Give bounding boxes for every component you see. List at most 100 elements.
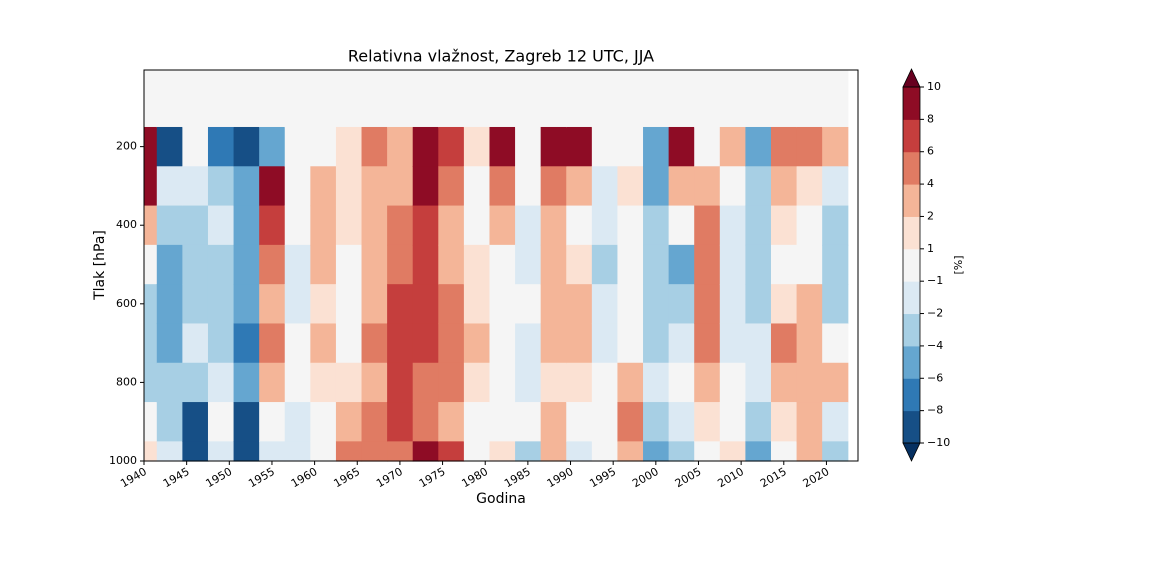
contour-cell <box>310 402 337 442</box>
y-tick-label: 1000 <box>109 454 137 467</box>
colorbar-bin <box>903 216 920 250</box>
x-axis-label: Godina <box>476 491 526 507</box>
contour-cell <box>156 323 183 364</box>
contour-cell <box>745 441 772 462</box>
contour-cell <box>156 126 183 167</box>
contour-cell <box>387 362 414 403</box>
contour-cell <box>207 323 235 364</box>
contour-cell <box>770 362 798 403</box>
contour-cell <box>796 323 823 364</box>
contour-cell <box>694 244 721 285</box>
y-tick-label: 400 <box>116 218 137 231</box>
contour-cell <box>694 166 721 207</box>
contour-cell <box>770 323 798 364</box>
contour-cell <box>463 126 491 167</box>
contour-cell <box>591 284 619 325</box>
contour-cell <box>144 284 158 325</box>
contour-cell <box>335 284 363 325</box>
contour-cell <box>361 166 388 207</box>
contour-cell <box>144 126 158 167</box>
contour-cell <box>515 441 542 462</box>
contour-cell <box>694 126 721 167</box>
contour-cell <box>233 362 260 403</box>
contour-cell <box>515 402 542 442</box>
contour-cell <box>438 244 465 285</box>
contour-cell <box>540 441 567 462</box>
contour-cell <box>207 244 235 285</box>
contour-cell <box>463 323 491 364</box>
contour-cell <box>515 284 542 325</box>
contour-cell <box>156 441 183 462</box>
contour-cell <box>566 205 593 246</box>
contour-cell <box>144 402 158 442</box>
contour-cell <box>515 244 542 285</box>
contour-cell <box>438 284 465 325</box>
contour-cell <box>387 284 414 325</box>
contour-cell <box>438 126 465 167</box>
contour-cell <box>617 70 644 128</box>
x-tick-label: 2015 <box>758 465 789 490</box>
contour-cell <box>310 284 337 325</box>
contour-cell <box>591 126 619 167</box>
contour-cell <box>489 323 516 364</box>
x-tick-label: 2010 <box>715 465 746 490</box>
contour-cell <box>719 205 746 246</box>
x-tick-label: 2020 <box>801 465 832 490</box>
colorbar-bin <box>903 151 920 185</box>
contour-cell <box>591 402 619 442</box>
contour-cell <box>591 70 619 128</box>
contour-cell <box>259 323 286 364</box>
contour-cell <box>770 126 798 167</box>
contour-cell <box>463 166 491 207</box>
colorbar-tick-label: −10 <box>927 436 950 449</box>
contour-cell <box>643 402 670 442</box>
contour-cell <box>540 166 567 207</box>
contour-cell <box>617 441 644 462</box>
contour-cell <box>515 362 542 403</box>
contour-cell <box>745 70 772 128</box>
contour-cell <box>335 205 363 246</box>
contour-cell <box>310 362 337 403</box>
contour-cell <box>361 205 388 246</box>
contour-cell <box>566 284 593 325</box>
contour-cell <box>822 166 849 207</box>
contour-cell <box>719 70 746 128</box>
contour-cell <box>387 166 414 207</box>
contour-cell <box>361 70 388 128</box>
contour-cell <box>540 126 567 167</box>
contour-cell <box>643 166 670 207</box>
x-tick-label: 1980 <box>459 465 490 490</box>
contour-cell <box>412 205 439 246</box>
contour-cell <box>182 323 209 364</box>
contour-cell <box>259 441 286 462</box>
contour-cell <box>489 362 516 403</box>
contour-cell <box>361 284 388 325</box>
contour-cell <box>617 126 644 167</box>
contour-cell <box>668 205 695 246</box>
contour-cell <box>796 284 823 325</box>
contour-cell <box>144 323 158 364</box>
contour-cell <box>719 402 746 442</box>
contour-cell <box>643 205 670 246</box>
contour-cell <box>284 441 311 462</box>
colorbar-bin <box>903 87 920 120</box>
contour-cell <box>259 166 286 207</box>
contour-cell <box>233 166 260 207</box>
contour-cell <box>643 284 670 325</box>
contour-cell <box>259 362 286 403</box>
contour-cell <box>822 244 849 285</box>
x-tick-label: 2000 <box>630 465 661 490</box>
contour-cell <box>335 323 363 364</box>
colorbar-bin <box>903 281 920 315</box>
contour-cell <box>207 362 235 403</box>
colorbar-tick-label: −4 <box>927 339 943 352</box>
contour-cell <box>259 244 286 285</box>
contour-cell <box>694 70 721 128</box>
contour-cell <box>182 441 209 462</box>
contour-cell <box>335 126 363 167</box>
x-tick-label: 1955 <box>246 465 277 490</box>
contour-cell <box>770 441 798 462</box>
contour-cell <box>335 70 363 128</box>
contour-cell <box>591 205 619 246</box>
contour-cell <box>259 402 286 442</box>
